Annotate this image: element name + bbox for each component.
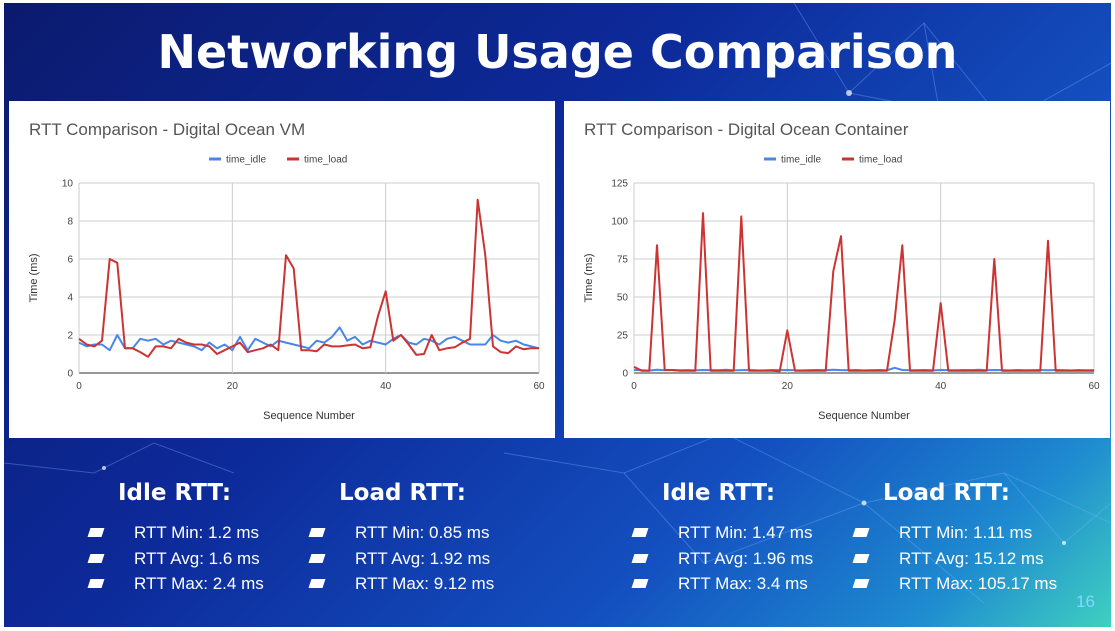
bullet-icon [631, 579, 649, 588]
stat-max: RTT Max: 105.17 ms [899, 574, 1058, 593]
y-tick-label: 25 [617, 331, 629, 342]
stat-min: RTT Min: 1.2 ms [134, 523, 260, 542]
stat-max: RTT Max: 2.4 ms [134, 574, 264, 593]
y-tick-label: 8 [67, 217, 73, 228]
page-number: 16 [1076, 592, 1095, 611]
stats-heading: Load RTT: [339, 480, 466, 506]
stats-item: RTT Avg: 1.96 ms [631, 546, 814, 572]
x-tick-label: 0 [631, 381, 637, 392]
stat-avg: RTT Avg: 1.6 ms [134, 548, 260, 568]
y-axis-label: Time (ms) [28, 253, 40, 302]
vm-idle-stats: Idle RTT: RTT Min: 1.2 ms RTT Avg: 1.6 m… [87, 480, 264, 597]
stat-min: RTT Min: 0.85 ms [355, 523, 490, 542]
y-tick-label: 50 [617, 293, 629, 304]
chart-title: RTT Comparison - Digital Ocean Container [584, 120, 909, 139]
slide: Networking Usage Comparison RTT Comparis… [4, 3, 1111, 627]
y-tick-label: 125 [611, 179, 628, 190]
stats-item: RTT Min: 1.47 ms [631, 520, 813, 546]
container-load-stats: Load RTT: RTT Min: 1.11 ms RTT Avg: 15.1… [852, 480, 1058, 597]
x-tick-label: 20 [227, 381, 239, 392]
stats-item: RTT Min: 1.11 ms [852, 520, 1057, 546]
stats-list: RTT Min: 1.11 ms RTT Avg: 15.12 ms RTT M… [852, 520, 1058, 597]
x-axis-label: Sequence Number [263, 410, 355, 422]
stat-avg: RTT Avg: 15.12 ms [899, 548, 1044, 568]
y-tick-label: 10 [62, 179, 74, 190]
bullet-icon [631, 528, 649, 537]
rtt-chart-container: RTT Comparison - Digital Ocean Container… [583, 120, 1100, 422]
stats-heading: Load RTT: [883, 480, 1010, 506]
x-tick-label: 20 [782, 381, 794, 392]
bullet-icon [87, 528, 105, 537]
series-line-time_load [78, 198, 539, 358]
stats-list: RTT Min: 1.2 ms RTT Avg: 1.6 ms RTT Max:… [87, 520, 264, 597]
x-tick-label: 40 [935, 381, 947, 392]
legend-label: time_load [859, 155, 902, 166]
stats-item: RTT Min: 0.85 ms [308, 520, 494, 546]
y-axis-label: Time (ms) [583, 253, 595, 302]
rtt-chart-vm: RTT Comparison - Digital Ocean VM time_id… [28, 120, 545, 422]
chart-title: RTT Comparison - Digital Ocean VM [29, 120, 305, 139]
stats-item: RTT Min: 1.2 ms [87, 520, 264, 546]
stats-item: RTT Avg: 1.6 ms [87, 546, 264, 572]
legend-label: time_idle [781, 155, 821, 166]
bullet-icon [87, 553, 105, 563]
stats-item: RTT Avg: 1.92 ms [308, 546, 494, 572]
stats-list: RTT Min: 1.47 ms RTT Avg: 1.96 ms RTT Ma… [631, 520, 814, 597]
stat-min: RTT Min: 1.11 ms [899, 523, 1033, 542]
bullet-icon [308, 528, 326, 537]
bullet-icon [87, 579, 105, 588]
y-tick-label: 100 [611, 217, 628, 228]
x-tick-label: 60 [1088, 381, 1100, 392]
bullet-icon [308, 553, 326, 563]
stats-item: RTT Avg: 15.12 ms [852, 546, 1057, 572]
x-tick-label: 60 [533, 381, 545, 392]
stat-avg: RTT Avg: 1.96 ms [678, 548, 814, 568]
y-tick-label: 0 [67, 369, 73, 380]
stats-heading: Idle RTT: [662, 480, 776, 506]
vm-load-stats: Load RTT: RTT Min: 0.85 ms RTT Avg: 1.92… [308, 480, 495, 597]
stat-min: RTT Min: 1.47 ms [678, 523, 813, 542]
y-tick-label: 6 [67, 255, 73, 266]
stats-list: RTT Min: 0.85 ms RTT Avg: 1.92 ms RTT Ma… [308, 520, 495, 597]
slide-title: Networking Usage Comparison [157, 25, 958, 79]
y-tick-label: 2 [67, 331, 73, 342]
container-idle-stats: Idle RTT: RTT Min: 1.47 ms RTT Avg: 1.96… [631, 480, 814, 597]
bullet-icon [308, 579, 326, 588]
stats-heading: Idle RTT: [118, 480, 232, 506]
legend-label: time_load [304, 155, 347, 166]
stats-item: RTT Max: 105.17 ms [852, 571, 1058, 597]
x-tick-label: 40 [380, 381, 392, 392]
y-tick-label: 0 [622, 369, 628, 380]
bullet-icon [852, 553, 870, 563]
series-line-time_idle [78, 326, 540, 352]
x-axis-label: Sequence Number [818, 410, 910, 422]
series-line-time_load [633, 212, 1094, 373]
y-tick-label: 75 [617, 255, 629, 266]
bullet-icon [631, 553, 649, 563]
chart-panel-vm: RTT Comparison - Digital Ocean VM time_id… [9, 101, 555, 438]
bullet-icon [852, 579, 870, 588]
x-tick-label: 0 [76, 381, 82, 392]
stat-max: RTT Max: 9.12 ms [355, 574, 495, 593]
chart-panel-container: RTT Comparison - Digital Ocean Container… [564, 101, 1110, 438]
stats-item: RTT Max: 9.12 ms [308, 571, 495, 597]
stat-max: RTT Max: 3.4 ms [678, 574, 808, 593]
bullet-icon [852, 528, 870, 537]
stats-item: RTT Max: 3.4 ms [631, 571, 813, 597]
stat-avg: RTT Avg: 1.92 ms [355, 548, 491, 568]
y-tick-label: 4 [67, 293, 73, 304]
legend-label: time_idle [226, 155, 266, 166]
stats-item: RTT Max: 2.4 ms [87, 571, 264, 597]
